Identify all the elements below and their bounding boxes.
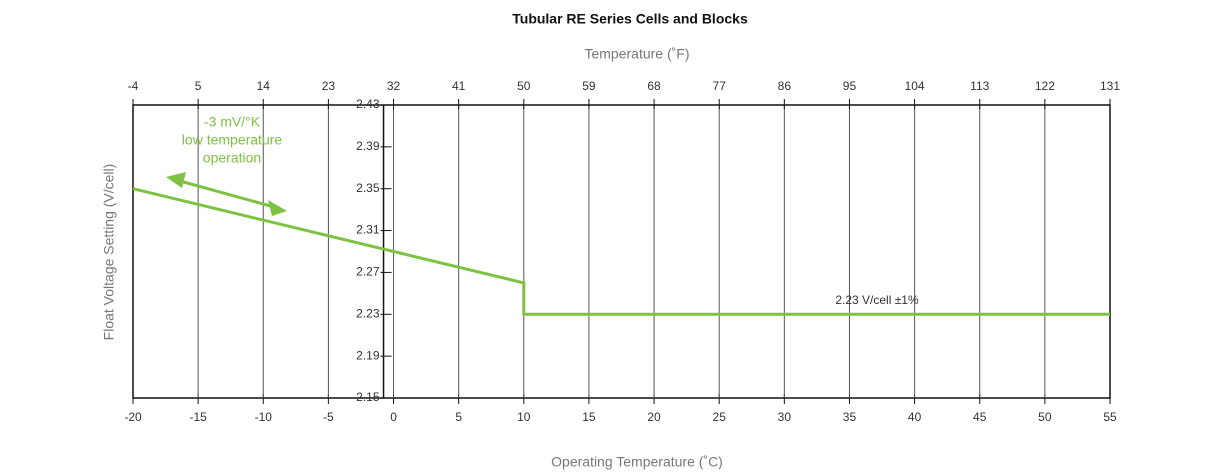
- y-tick-label: 2.23: [356, 306, 380, 320]
- y-tick-label: 2.15: [356, 390, 380, 404]
- x-tick-label: 10: [517, 410, 531, 424]
- x-tick-label: 20: [647, 410, 661, 424]
- line-series: [132, 187, 1110, 316]
- top-tick-label: 23: [322, 79, 336, 93]
- x-tick-label: 55: [1103, 410, 1117, 424]
- top-tick-label: 41: [452, 79, 466, 93]
- x-tick-label: 5: [455, 410, 462, 424]
- annotation-arrow: [166, 172, 287, 216]
- x-tick-label: -20: [124, 410, 142, 424]
- top-tick-label: 32: [387, 79, 401, 93]
- top-tick-label: 14: [257, 79, 271, 93]
- top-axis-title: Temperature (˚F): [584, 46, 689, 62]
- annotation: low temperature: [182, 132, 283, 148]
- top-tick-label: -4: [128, 79, 139, 93]
- y-tick-label: 2.27: [356, 265, 380, 279]
- x-tick-label: 40: [908, 410, 922, 424]
- top-tick-label: 131: [1100, 79, 1120, 93]
- top-tick-label: 68: [647, 79, 661, 93]
- annotation: operation: [203, 150, 261, 166]
- x-tick-label: 15: [582, 410, 596, 424]
- top-tick-label: 95: [843, 79, 857, 93]
- top-tick-label: 104: [905, 79, 925, 93]
- x-tick-label: 45: [973, 410, 987, 424]
- top-tick-label: 113: [970, 79, 989, 93]
- x-tick-label: -10: [255, 410, 273, 424]
- y-tick-label: 2.35: [356, 181, 380, 195]
- y-tick-label: 2.39: [356, 139, 380, 153]
- top-tick-label: 59: [582, 79, 596, 93]
- top-tick-label: 122: [1035, 79, 1055, 93]
- y-tick-label: 2.31: [356, 223, 380, 237]
- plot-frame: [132, 104, 1111, 399]
- top-tick-label: 77: [713, 79, 727, 93]
- x-tick-label: 50: [1038, 410, 1052, 424]
- annotation: -3 mV/°K: [204, 114, 261, 130]
- top-tick-label: 5: [195, 79, 202, 93]
- x-tick-label: 30: [778, 410, 792, 424]
- x-tick-label: -15: [189, 410, 207, 424]
- x-tick-label: 35: [843, 410, 857, 424]
- annotation: 2.23 V/cell ±1%: [835, 293, 919, 307]
- x-axis-title: Operating Temperature (˚C): [551, 454, 723, 470]
- top-tick-label: 86: [778, 79, 792, 93]
- y-tick-label: 2.43: [356, 97, 380, 111]
- top-tick-label: 50: [517, 79, 531, 93]
- x-tick-label: 0: [390, 410, 397, 424]
- x-tick-label: -5: [323, 410, 334, 424]
- y-tick-label: 2.19: [356, 348, 380, 362]
- y-axis-title: Float Voltage Setting (V/cell): [101, 164, 117, 341]
- x-tick-label: 25: [713, 410, 727, 424]
- chart-title: Tubular RE Series Cells and Blocks: [512, 11, 748, 27]
